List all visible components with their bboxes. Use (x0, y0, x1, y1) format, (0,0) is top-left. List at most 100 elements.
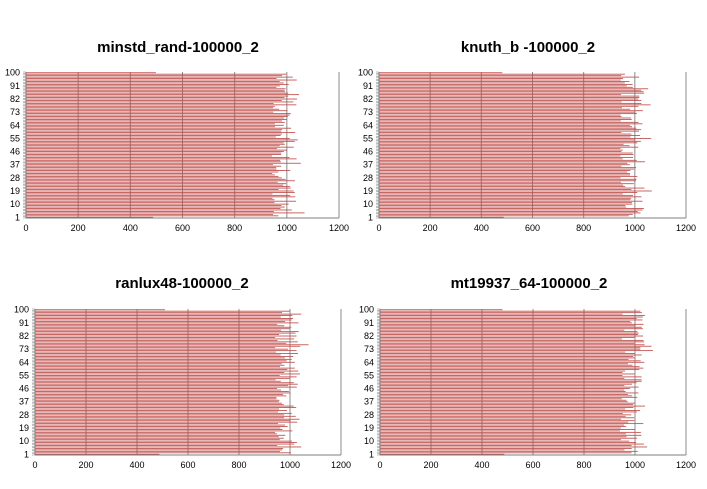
x-tick-label: 400 (474, 460, 489, 470)
x-tick-label: 200 (71, 223, 86, 233)
bar (35, 348, 288, 350)
y-tick-label: 64 (19, 357, 29, 367)
y-tick-label: 37 (363, 160, 373, 170)
bar (379, 91, 644, 93)
bar (379, 75, 622, 77)
bar (380, 433, 626, 435)
y-tick-label: 19 (10, 186, 20, 196)
x-tick-label: 200 (78, 460, 93, 470)
y-tick-label: 19 (363, 186, 373, 196)
bar (379, 211, 638, 212)
y-tick-label: 46 (19, 384, 29, 394)
bar (35, 412, 292, 414)
bar (35, 309, 165, 311)
bar (26, 124, 284, 126)
bar (380, 414, 632, 416)
y-tick-label: 37 (10, 160, 20, 170)
bar (380, 310, 641, 312)
bar (380, 427, 621, 429)
x-tick-label: 1000 (280, 460, 300, 470)
bar (35, 361, 295, 363)
x-tick-label: 1000 (625, 460, 645, 470)
bar (379, 82, 625, 84)
bar (379, 121, 639, 123)
bar (380, 358, 629, 360)
x-tick-label: 800 (576, 460, 591, 470)
chart-title: mt19937_64-100000_2 (451, 275, 608, 292)
bar (35, 376, 297, 378)
bar (26, 138, 290, 139)
bar (379, 145, 630, 147)
bar (26, 76, 293, 78)
bar (379, 76, 640, 78)
bar (26, 123, 275, 125)
bar (380, 396, 638, 398)
bar (35, 392, 291, 394)
bar (380, 323, 644, 325)
x-tick-label: 800 (576, 223, 591, 233)
bar (35, 312, 283, 314)
bar (26, 151, 284, 152)
bar (379, 209, 643, 211)
bar (35, 318, 293, 319)
bar (379, 151, 622, 152)
bar (380, 360, 641, 362)
bar (380, 338, 622, 340)
bar (379, 154, 634, 155)
bar (379, 208, 644, 209)
bar (35, 338, 295, 340)
x-tick-label: 600 (175, 223, 190, 233)
bar (26, 104, 297, 106)
bar (26, 205, 282, 207)
bar (26, 73, 287, 75)
bar (379, 110, 643, 112)
bar (26, 186, 291, 188)
bar (35, 415, 296, 417)
bar (380, 389, 625, 391)
bar (380, 440, 630, 442)
bar (380, 344, 645, 346)
bar (26, 83, 289, 85)
bar (35, 423, 279, 425)
bar (26, 156, 290, 158)
bar (26, 139, 298, 141)
bar (26, 142, 284, 144)
x-tick-label: 600 (525, 460, 540, 470)
bar (379, 86, 633, 88)
bar (379, 177, 621, 179)
x-tick-label: 200 (423, 460, 438, 470)
bar (26, 184, 284, 186)
bar (26, 155, 273, 157)
bar (35, 410, 287, 411)
bar (35, 402, 282, 404)
bar (380, 392, 639, 394)
y-tick-label: 46 (363, 147, 373, 157)
bar (26, 72, 156, 74)
bar (26, 133, 282, 135)
bar (380, 439, 621, 441)
bar (26, 110, 288, 112)
y-tick-label: 28 (10, 173, 20, 183)
bar (26, 114, 290, 116)
bar (380, 436, 627, 438)
bar (379, 81, 630, 82)
bar (379, 212, 641, 214)
bar (379, 92, 645, 94)
bar (35, 360, 287, 362)
bar (379, 97, 640, 98)
bar (26, 100, 282, 101)
chart-title: knuth_b -100000_2 (461, 39, 595, 56)
y-tick-label: 10 (10, 199, 20, 209)
bar (26, 111, 274, 113)
bar (380, 431, 641, 433)
bar (380, 379, 642, 381)
chart-title: ranlux48-100000_2 (115, 275, 248, 292)
bar (26, 130, 282, 132)
bar (35, 452, 291, 454)
bar (380, 342, 635, 344)
bar (26, 164, 273, 166)
bar (379, 171, 628, 173)
bar (35, 345, 301, 347)
bar (35, 421, 298, 423)
